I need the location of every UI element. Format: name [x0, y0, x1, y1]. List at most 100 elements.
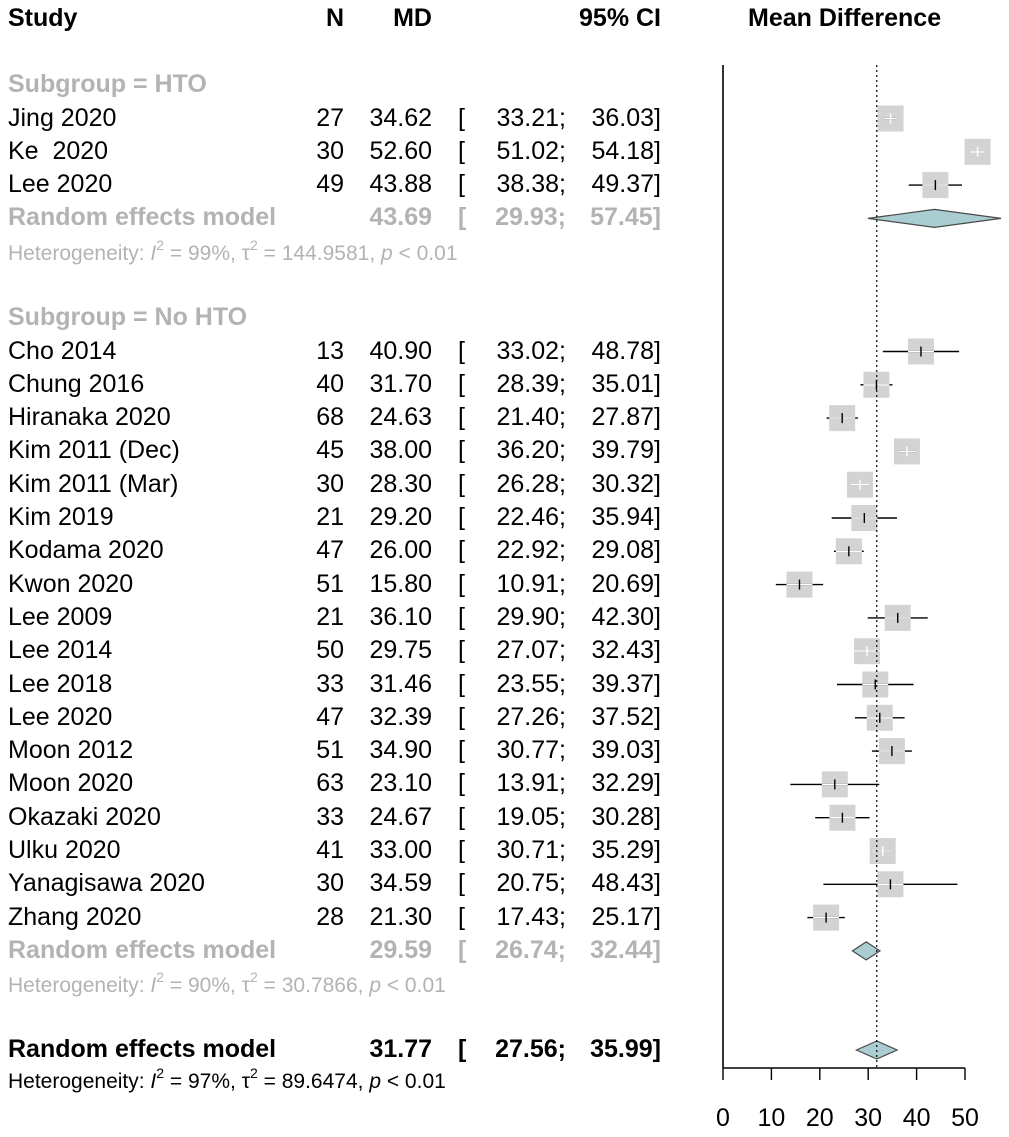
ci-lower: 29.93;	[495, 203, 566, 232]
study-n: 21	[316, 503, 344, 531]
study-name: Zhang 2020	[8, 902, 142, 931]
ci-bracket-open: [	[458, 836, 465, 864]
ci-upper: 36.03]	[591, 103, 661, 132]
study-n: 49	[316, 170, 344, 199]
ci-bracket-open: [	[458, 103, 465, 132]
x-axis-tick-label: 30	[854, 1104, 882, 1132]
study-n: 41	[316, 836, 344, 864]
header-n: N	[325, 4, 344, 32]
study-name: Kim 2011 (Dec)	[8, 436, 180, 465]
study-n: 47	[316, 702, 344, 731]
study-n: 51	[316, 569, 344, 598]
study-md: 43.88	[369, 170, 432, 199]
ci-upper: 27.87]	[591, 403, 661, 432]
ci-lower: 30.77;	[496, 736, 566, 765]
header-ci: 95% CI	[579, 4, 661, 32]
study-name: Ulku 2020	[8, 836, 121, 864]
pooled-md: 29.59	[369, 935, 432, 964]
study-n: 28	[316, 902, 344, 931]
x-axis-tick-label: 20	[806, 1104, 834, 1132]
ci-lower: 22.46;	[496, 503, 566, 531]
ci-bracket-open: [	[458, 203, 467, 232]
study-n: 45	[316, 436, 344, 465]
study-md: 31.70	[369, 369, 432, 398]
ci-upper: 32.43]	[591, 636, 661, 665]
study-md: 23.10	[369, 769, 432, 798]
study-name: Kwon 2020	[8, 569, 134, 598]
heterogeneity-text: Heterogeneity: I2 = 99%, τ2 = 144.9581, …	[8, 236, 458, 265]
ci-upper: 25.17]	[591, 902, 661, 931]
ci-lower: 20.75;	[496, 869, 566, 898]
ci-lower: 13.91;	[496, 769, 566, 798]
ci-bracket-open: [	[458, 769, 465, 798]
ci-bracket-open: [	[458, 469, 465, 498]
ci-lower: 19.05;	[496, 802, 566, 831]
pooled-diamond-hto	[867, 208, 1002, 229]
study-md: 24.63	[369, 403, 432, 432]
ci-lower: 51.02;	[496, 136, 566, 165]
ci-upper: 48.43]	[591, 869, 661, 898]
ci-upper: 35.01]	[591, 369, 661, 398]
study-md: 21.30	[369, 902, 432, 931]
study-name: Kim 2019	[8, 503, 114, 531]
pooled-diamond-no-hto	[851, 941, 882, 961]
study-md: 29.20	[369, 503, 432, 531]
study-name: Chung 2016	[8, 369, 145, 398]
pooled-md: 43.69	[369, 203, 432, 232]
study-n: 51	[316, 736, 344, 765]
plot-title: Mean Difference	[748, 4, 942, 32]
ci-bracket-open: [	[458, 736, 465, 765]
study-md: 32.39	[369, 702, 432, 731]
header-study: Study	[8, 4, 78, 32]
study-md: 29.75	[369, 636, 432, 665]
study-md: 33.00	[369, 836, 432, 864]
study-name: Lee 2009	[8, 602, 113, 631]
study-md: 15.80	[369, 569, 432, 598]
study-n: 40	[316, 369, 344, 398]
ci-upper: 49.37]	[591, 170, 661, 199]
subgroup-label: Subgroup = No HTO	[8, 303, 248, 331]
ci-bracket-open: [	[458, 503, 465, 531]
x-axis-tick-label: 10	[757, 1104, 785, 1132]
ci-lower: 21.40;	[496, 403, 566, 432]
heterogeneity-text: Heterogeneity: I2 = 90%, τ2 = 30.7866, p…	[8, 969, 446, 998]
study-md: 36.10	[369, 602, 432, 631]
ci-lower: 26.74;	[495, 935, 566, 964]
study-n: 13	[316, 336, 344, 365]
study-name: Lee 2018	[8, 669, 113, 698]
study-name: Lee 2014	[8, 636, 113, 665]
ci-upper: 48.78]	[591, 336, 661, 365]
study-md: 38.00	[369, 436, 432, 465]
ci-bracket-open: [	[458, 602, 465, 631]
study-md: 31.46	[369, 669, 432, 698]
ci-lower: 17.43;	[496, 902, 566, 931]
study-md: 26.00	[369, 536, 432, 565]
ci-upper: 37.52]	[591, 702, 661, 731]
ci-lower: 10.91;	[496, 569, 566, 598]
study-n: 47	[316, 536, 344, 565]
ci-bracket-open: [	[458, 702, 465, 731]
ci-lower: 23.55;	[496, 669, 566, 698]
ci-bracket-open: [	[458, 935, 467, 964]
study-n: 30	[316, 136, 344, 165]
study-name: Moon 2012	[8, 736, 134, 765]
pooled-label: Random effects model	[8, 203, 277, 232]
study-name: Ke 2020	[8, 136, 109, 165]
study-md: 52.60	[369, 136, 432, 165]
ci-lower: 26.28;	[496, 469, 566, 498]
ci-upper: 32.29]	[591, 769, 661, 798]
ci-upper: 35.29]	[591, 836, 661, 864]
study-name: Kim 2011 (Mar)	[8, 469, 179, 498]
ci-bracket-open: [	[458, 869, 465, 898]
ci-upper: 35.99]	[590, 1035, 661, 1063]
ci-upper: 57.45]	[590, 203, 661, 232]
x-axis-tick-label: 0	[716, 1104, 730, 1132]
ci-upper: 39.03]	[591, 736, 661, 765]
study-name: Lee 2020	[8, 702, 113, 731]
study-name: Jing 2020	[8, 103, 117, 132]
study-name: Moon 2020	[8, 769, 134, 798]
study-n: 27	[316, 103, 344, 132]
ci-bracket-open: [	[458, 669, 465, 698]
ci-upper: 20.69]	[591, 569, 661, 598]
